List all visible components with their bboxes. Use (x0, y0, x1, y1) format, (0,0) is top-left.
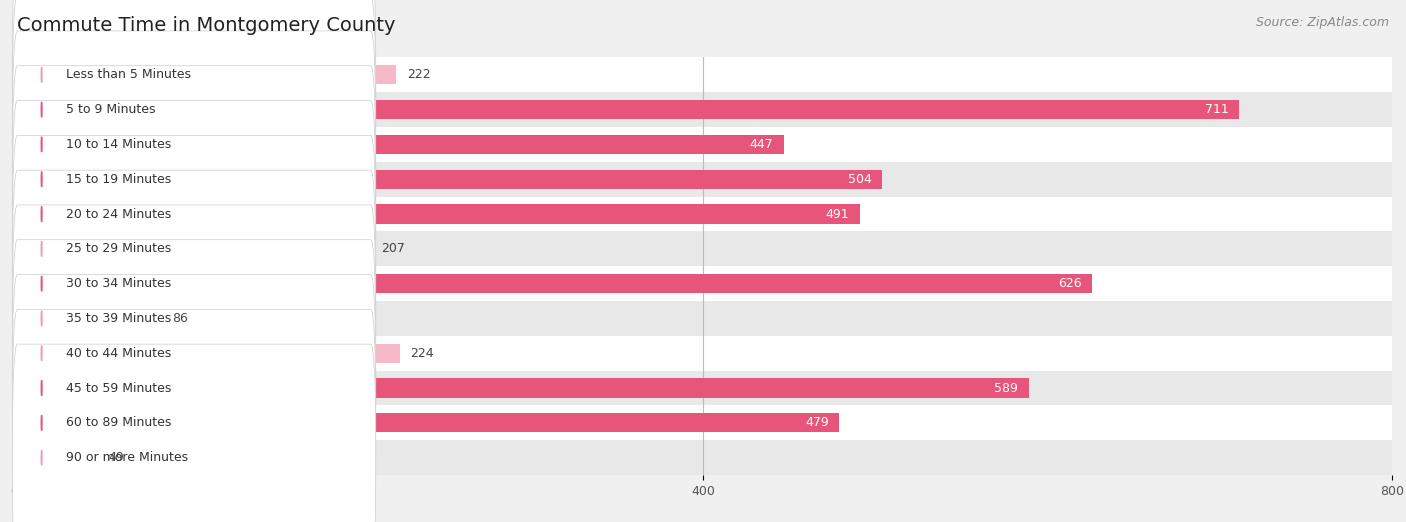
FancyBboxPatch shape (13, 275, 375, 502)
Text: 15 to 19 Minutes: 15 to 19 Minutes (66, 173, 172, 186)
Bar (14, 309, 162, 328)
Bar (14, 239, 371, 258)
Text: 5 to 9 Minutes: 5 to 9 Minutes (66, 103, 155, 116)
Text: 626: 626 (1059, 277, 1083, 290)
Bar (14, 440, 1392, 475)
Bar (14, 92, 1392, 127)
Text: 222: 222 (406, 68, 430, 81)
Text: 10 to 14 Minutes: 10 to 14 Minutes (66, 138, 172, 151)
Bar (14, 162, 1392, 197)
Bar (14, 100, 1239, 119)
FancyBboxPatch shape (13, 135, 375, 362)
Bar (14, 197, 1392, 231)
Bar (14, 231, 1392, 266)
Text: 25 to 29 Minutes: 25 to 29 Minutes (66, 242, 172, 255)
Text: 491: 491 (825, 208, 849, 220)
Text: 60 to 89 Minutes: 60 to 89 Minutes (66, 417, 172, 429)
Bar (14, 343, 399, 363)
FancyBboxPatch shape (13, 101, 375, 327)
FancyBboxPatch shape (13, 310, 375, 522)
Bar (14, 274, 1092, 293)
Text: 589: 589 (994, 382, 1018, 395)
Bar (14, 135, 785, 154)
Text: 40 to 44 Minutes: 40 to 44 Minutes (66, 347, 172, 360)
Text: Less than 5 Minutes: Less than 5 Minutes (66, 68, 191, 81)
Text: 207: 207 (381, 242, 405, 255)
Bar (14, 65, 396, 85)
Text: 30 to 34 Minutes: 30 to 34 Minutes (66, 277, 172, 290)
Bar (14, 336, 1392, 371)
Text: 20 to 24 Minutes: 20 to 24 Minutes (66, 208, 172, 220)
FancyBboxPatch shape (13, 240, 375, 467)
Bar (14, 301, 1392, 336)
FancyBboxPatch shape (13, 205, 375, 432)
FancyBboxPatch shape (13, 31, 375, 258)
Bar (14, 266, 1392, 301)
Text: 447: 447 (749, 138, 773, 151)
Bar (14, 413, 839, 432)
Text: 90 or more Minutes: 90 or more Minutes (66, 451, 188, 464)
Text: 711: 711 (1205, 103, 1229, 116)
Text: 35 to 39 Minutes: 35 to 39 Minutes (66, 312, 172, 325)
Bar (14, 170, 882, 189)
Text: 86: 86 (173, 312, 188, 325)
Text: 224: 224 (411, 347, 434, 360)
Bar (14, 371, 1392, 406)
Text: 479: 479 (806, 417, 828, 429)
FancyBboxPatch shape (13, 344, 375, 522)
Bar (14, 127, 1392, 162)
FancyBboxPatch shape (13, 0, 375, 188)
Text: 504: 504 (848, 173, 872, 186)
Bar (14, 57, 1392, 92)
Text: 45 to 59 Minutes: 45 to 59 Minutes (66, 382, 172, 395)
Bar (14, 378, 1029, 398)
Text: Commute Time in Montgomery County: Commute Time in Montgomery County (17, 16, 395, 34)
FancyBboxPatch shape (13, 66, 375, 293)
Text: Source: ZipAtlas.com: Source: ZipAtlas.com (1256, 16, 1389, 29)
FancyBboxPatch shape (13, 0, 375, 223)
Bar (14, 406, 1392, 440)
Text: 49: 49 (108, 451, 125, 464)
Bar (14, 448, 98, 467)
FancyBboxPatch shape (13, 170, 375, 397)
Bar (14, 205, 859, 223)
